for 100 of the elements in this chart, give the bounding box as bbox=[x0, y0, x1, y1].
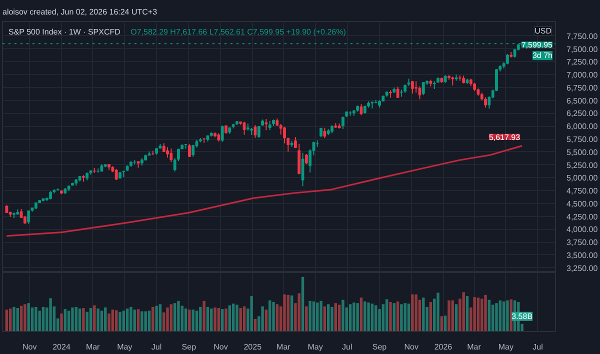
y-tick-label: 6,000.00 bbox=[566, 122, 598, 132]
bar bbox=[473, 297, 476, 332]
bar bbox=[312, 301, 316, 332]
bar bbox=[488, 300, 491, 332]
candlestick bbox=[242, 121, 246, 136]
bar bbox=[392, 303, 396, 332]
bar bbox=[34, 306, 38, 332]
candlestick bbox=[422, 82, 425, 96]
candlestick bbox=[323, 127, 326, 139]
bar bbox=[261, 306, 264, 332]
candlestick bbox=[304, 154, 308, 165]
bar bbox=[64, 309, 67, 332]
candlestick bbox=[301, 152, 304, 187]
x-tick-label: Jul bbox=[532, 342, 544, 352]
x-tick-label: Mar bbox=[276, 342, 291, 352]
bar bbox=[122, 310, 126, 332]
bar bbox=[220, 309, 224, 332]
bar bbox=[495, 303, 498, 332]
bar bbox=[82, 308, 85, 332]
bar bbox=[100, 310, 104, 332]
line-series bbox=[6, 145, 523, 237]
candlestick bbox=[268, 120, 272, 131]
bar bbox=[16, 308, 19, 332]
y-tick-label: 5,250.00 bbox=[566, 160, 598, 170]
bar bbox=[74, 306, 78, 332]
bar bbox=[308, 300, 312, 332]
bar bbox=[152, 306, 154, 332]
x-tick-label: Jul bbox=[342, 342, 352, 352]
bar bbox=[192, 310, 194, 332]
bar bbox=[60, 313, 63, 332]
bar bbox=[370, 304, 374, 332]
bar bbox=[323, 306, 326, 332]
x-tick-label: Nov bbox=[404, 342, 418, 352]
bar bbox=[108, 313, 110, 332]
candlestick bbox=[396, 86, 400, 98]
y-tick-label: 7,250.00 bbox=[566, 58, 598, 67]
bar bbox=[360, 298, 363, 332]
bar bbox=[272, 302, 275, 332]
bar bbox=[86, 312, 88, 332]
bar bbox=[136, 309, 140, 332]
y-tick-label: 3,750.00 bbox=[566, 238, 598, 248]
bar bbox=[239, 308, 242, 332]
bar bbox=[114, 310, 118, 332]
annotation: 5,617.93 bbox=[488, 132, 521, 142]
bar bbox=[38, 310, 41, 332]
bar bbox=[476, 298, 480, 332]
bar bbox=[389, 302, 392, 332]
candlestick bbox=[264, 118, 268, 131]
x-tick-label: Jul bbox=[151, 342, 162, 352]
bar bbox=[411, 294, 414, 332]
candlestick bbox=[410, 80, 414, 94]
bar bbox=[71, 307, 74, 332]
bar bbox=[217, 308, 220, 332]
bar bbox=[78, 308, 82, 332]
bar bbox=[286, 294, 290, 332]
bar bbox=[320, 300, 322, 332]
bar bbox=[338, 304, 341, 332]
x-tick-label: Nov bbox=[22, 342, 37, 352]
bar bbox=[224, 308, 228, 332]
bar bbox=[268, 300, 272, 332]
bar bbox=[422, 298, 425, 332]
bar bbox=[236, 304, 238, 332]
bar bbox=[49, 298, 52, 332]
bar bbox=[126, 308, 129, 332]
bar bbox=[454, 304, 458, 332]
bar bbox=[352, 302, 356, 332]
bar bbox=[330, 306, 334, 332]
candlestick bbox=[166, 146, 169, 158]
bar bbox=[364, 301, 366, 332]
bar bbox=[5, 310, 8, 332]
bar bbox=[498, 300, 502, 332]
candlestick bbox=[220, 125, 224, 142]
bar bbox=[158, 304, 162, 332]
bar bbox=[148, 310, 151, 332]
bar bbox=[20, 306, 23, 332]
bar bbox=[232, 304, 235, 332]
candlestick bbox=[320, 127, 322, 138]
candlestick bbox=[254, 124, 257, 138]
bar bbox=[250, 296, 253, 332]
bar bbox=[111, 310, 114, 332]
y-tick-label: 5,500.00 bbox=[566, 148, 598, 157]
bar bbox=[451, 300, 454, 332]
bar bbox=[199, 306, 202, 332]
bar bbox=[133, 310, 136, 332]
bar bbox=[206, 306, 210, 332]
bar bbox=[502, 301, 506, 332]
bar bbox=[407, 304, 410, 332]
y-tick-label: 7,500.00 bbox=[566, 44, 598, 54]
x-tick-label: May bbox=[117, 342, 132, 352]
bar bbox=[301, 276, 304, 332]
bar bbox=[334, 303, 338, 332]
candlestick bbox=[27, 210, 30, 224]
bar bbox=[195, 310, 198, 332]
x-tick-label: 2024 bbox=[52, 342, 71, 352]
bar bbox=[177, 300, 180, 332]
y-tick-label: 4,500.00 bbox=[566, 199, 598, 208]
candlestick bbox=[360, 104, 363, 116]
bar bbox=[484, 294, 487, 332]
candlestick bbox=[257, 126, 260, 138]
bar bbox=[155, 306, 158, 332]
